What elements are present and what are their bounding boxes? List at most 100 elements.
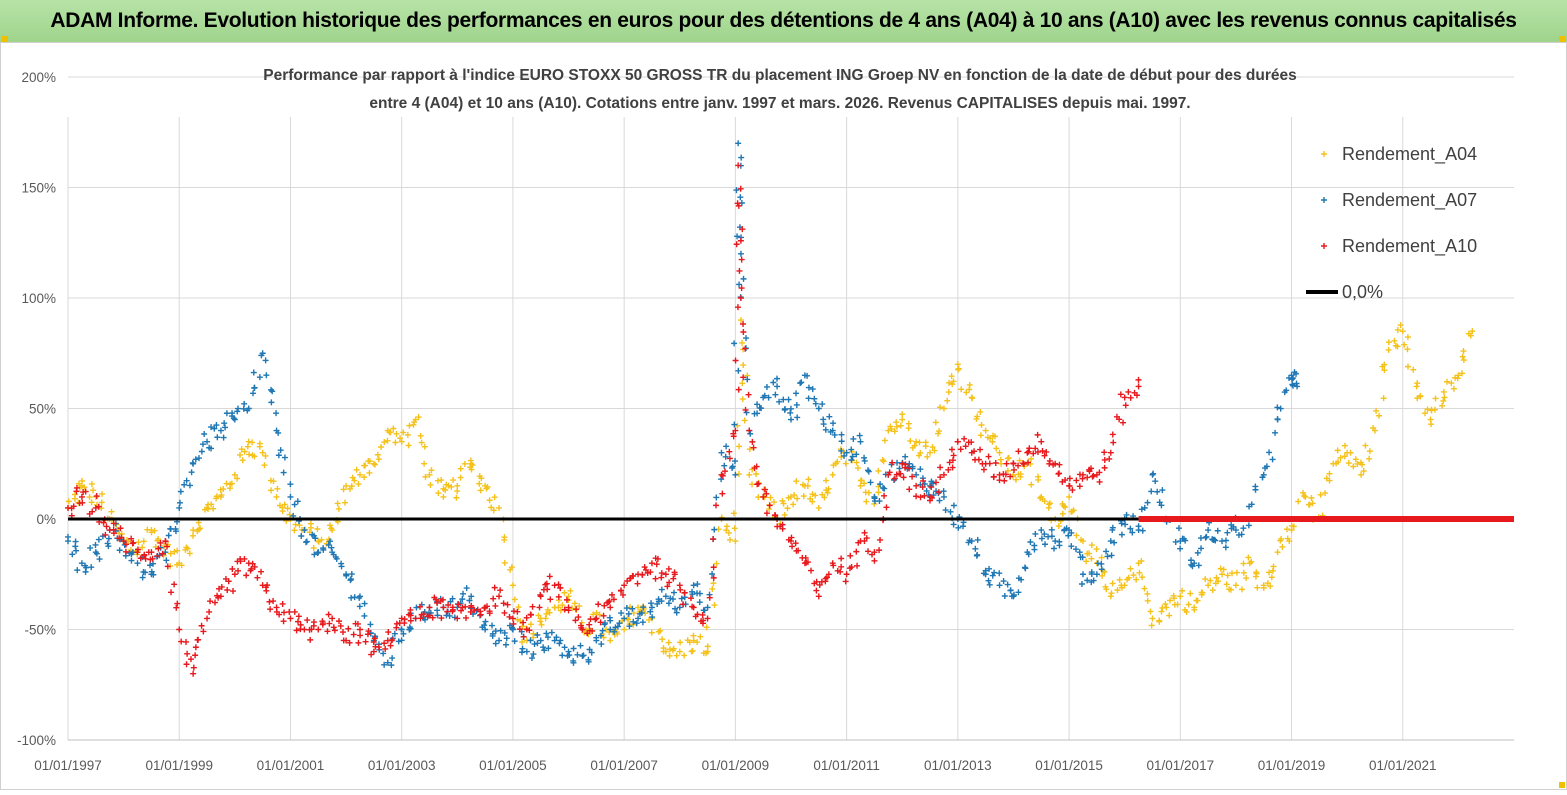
data-point [1266, 449, 1273, 456]
data-point [178, 562, 185, 569]
data-point [977, 446, 984, 453]
data-point [1149, 615, 1156, 622]
data-point [1341, 453, 1348, 460]
data-point [736, 267, 743, 274]
data-point [710, 536, 717, 543]
data-point [1245, 522, 1252, 529]
data-point [1347, 449, 1354, 456]
data-point [454, 488, 461, 495]
data-point [139, 544, 146, 551]
data-point [813, 578, 820, 585]
data-point [222, 424, 229, 431]
data-point [337, 622, 344, 629]
data-point [1027, 539, 1034, 546]
data-point [551, 582, 558, 589]
data-point [100, 519, 107, 526]
data-point [86, 510, 93, 517]
data-point [585, 631, 592, 638]
data-point [1391, 337, 1398, 344]
data-point [1240, 560, 1247, 567]
data-point [561, 589, 568, 596]
data-point [678, 595, 685, 602]
data-point [630, 618, 637, 625]
data-point [843, 449, 850, 456]
data-point [1000, 471, 1007, 478]
data-point [273, 410, 280, 417]
data-point [346, 639, 353, 646]
data-point [142, 555, 149, 562]
data-point [342, 499, 349, 506]
data-point [877, 481, 884, 488]
data-point [729, 463, 736, 470]
data-point [155, 545, 162, 552]
data-point [468, 602, 475, 609]
data-point [276, 611, 283, 618]
data-point [1144, 590, 1151, 597]
data-point [704, 648, 711, 655]
data-point [763, 510, 770, 517]
data-point [1202, 576, 1209, 583]
data-point [921, 492, 928, 499]
data-point [673, 609, 680, 616]
data-point [848, 564, 855, 571]
data-point [1028, 481, 1035, 488]
data-point [916, 439, 923, 446]
data-point [398, 438, 405, 445]
data-point [761, 392, 768, 399]
data-point [1294, 383, 1301, 390]
series-Rendement_A10-tail [1138, 516, 1514, 522]
data-point [461, 460, 468, 467]
data-point [811, 395, 818, 402]
legend-marker [1321, 243, 1327, 249]
data-point [367, 621, 374, 628]
data-point [666, 579, 673, 586]
data-point [652, 575, 659, 582]
data-point [304, 617, 311, 624]
data-point [171, 548, 178, 555]
data-point [1079, 554, 1086, 561]
data-point [1248, 501, 1255, 508]
data-point [1073, 532, 1080, 539]
data-point [1088, 555, 1095, 562]
data-point [973, 415, 980, 422]
data-point [880, 458, 887, 465]
data-point [361, 462, 368, 469]
data-point [496, 593, 503, 600]
data-point [543, 610, 550, 617]
data-point [270, 598, 277, 605]
data-point [501, 534, 508, 541]
data-point [838, 431, 845, 438]
data-point [1278, 535, 1285, 542]
data-point [208, 501, 215, 508]
data-point [703, 624, 710, 631]
data-point [1084, 474, 1091, 481]
data-point [774, 383, 781, 390]
data-point [1144, 597, 1151, 604]
data-point [174, 547, 181, 554]
data-point [577, 622, 584, 629]
data-point [1459, 353, 1466, 360]
data-point [1108, 552, 1115, 559]
data-point [1000, 578, 1007, 585]
data-point [735, 367, 742, 374]
data-point [809, 386, 816, 393]
data-point [700, 617, 707, 624]
data-point [822, 426, 829, 433]
data-point [940, 471, 947, 478]
data-point [200, 628, 207, 635]
data-point [919, 484, 926, 491]
data-point [788, 493, 794, 500]
data-point [293, 627, 300, 634]
data-point [404, 431, 411, 438]
data-point [670, 589, 677, 596]
data-point [749, 481, 756, 488]
data-point [899, 411, 906, 418]
data-point [1111, 539, 1118, 546]
data-point [809, 498, 816, 505]
data-point [1162, 601, 1169, 608]
data-point [991, 569, 998, 576]
data-point [231, 571, 238, 578]
data-point [557, 637, 564, 644]
data-point [503, 635, 510, 642]
data-point [1215, 578, 1222, 585]
